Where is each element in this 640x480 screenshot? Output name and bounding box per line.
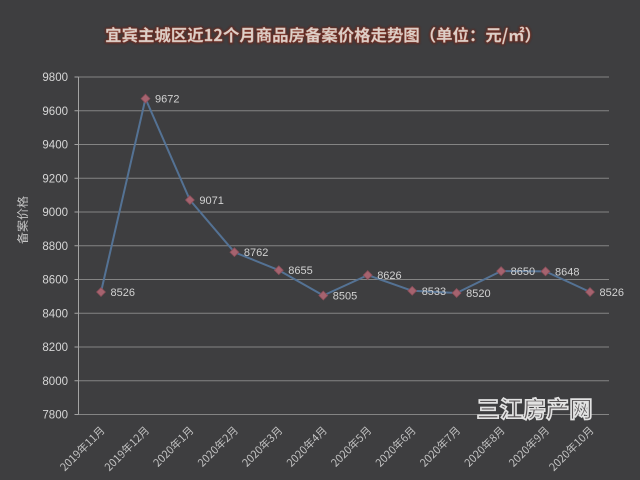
svg-text:9672: 9672 (155, 94, 179, 106)
svg-text:8655: 8655 (288, 265, 312, 277)
svg-text:8650: 8650 (511, 266, 535, 278)
svg-text:9000: 9000 (42, 207, 68, 219)
svg-text:8526: 8526 (111, 287, 135, 299)
svg-text:8200: 8200 (42, 342, 68, 354)
svg-text:8800: 8800 (42, 241, 68, 253)
svg-text:8626: 8626 (377, 270, 401, 282)
svg-text:8400: 8400 (42, 308, 68, 320)
svg-text:8600: 8600 (42, 275, 68, 287)
svg-text:8505: 8505 (333, 291, 357, 303)
svg-text:9800: 9800 (42, 72, 68, 84)
svg-text:9600: 9600 (42, 106, 68, 118)
svg-text:8526: 8526 (600, 287, 624, 299)
svg-text:8533: 8533 (422, 286, 446, 298)
svg-text:8762: 8762 (244, 247, 268, 259)
svg-text:8520: 8520 (466, 288, 490, 300)
svg-text:7800: 7800 (42, 410, 68, 422)
svg-text:9071: 9071 (199, 195, 223, 207)
svg-text:9400: 9400 (42, 140, 68, 152)
svg-text:8000: 8000 (42, 376, 68, 388)
svg-text:8648: 8648 (555, 266, 579, 278)
svg-text:9200: 9200 (42, 173, 68, 185)
